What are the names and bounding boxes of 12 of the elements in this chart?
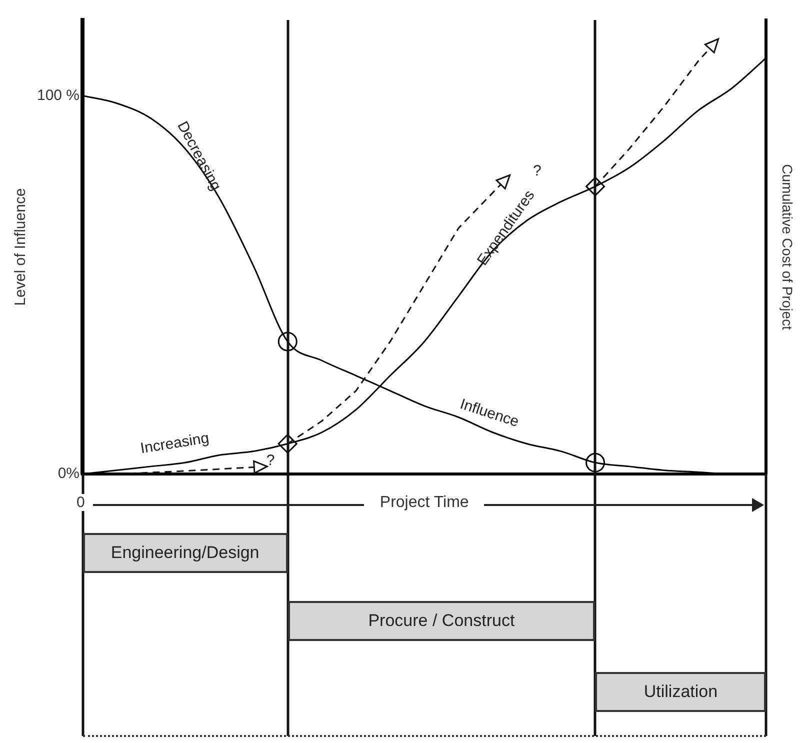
annotation: ? bbox=[533, 162, 542, 180]
y-tick-label: 100 % bbox=[36, 86, 80, 104]
y-tick-label: 0% bbox=[58, 465, 80, 482]
annotation: Increasing bbox=[139, 430, 210, 458]
phase-box: Procure / Construct bbox=[288, 601, 596, 641]
phase-box: Utilization bbox=[595, 672, 766, 712]
annotation: ? bbox=[266, 452, 275, 469]
text: Project Time bbox=[364, 494, 484, 512]
y-axis-title: Level of Influence bbox=[12, 188, 30, 306]
text: 0 bbox=[76, 494, 85, 511]
y2-axis-title: Cumulative Cost of Project bbox=[780, 164, 796, 330]
phase-box: Engineering/Design bbox=[82, 533, 288, 573]
